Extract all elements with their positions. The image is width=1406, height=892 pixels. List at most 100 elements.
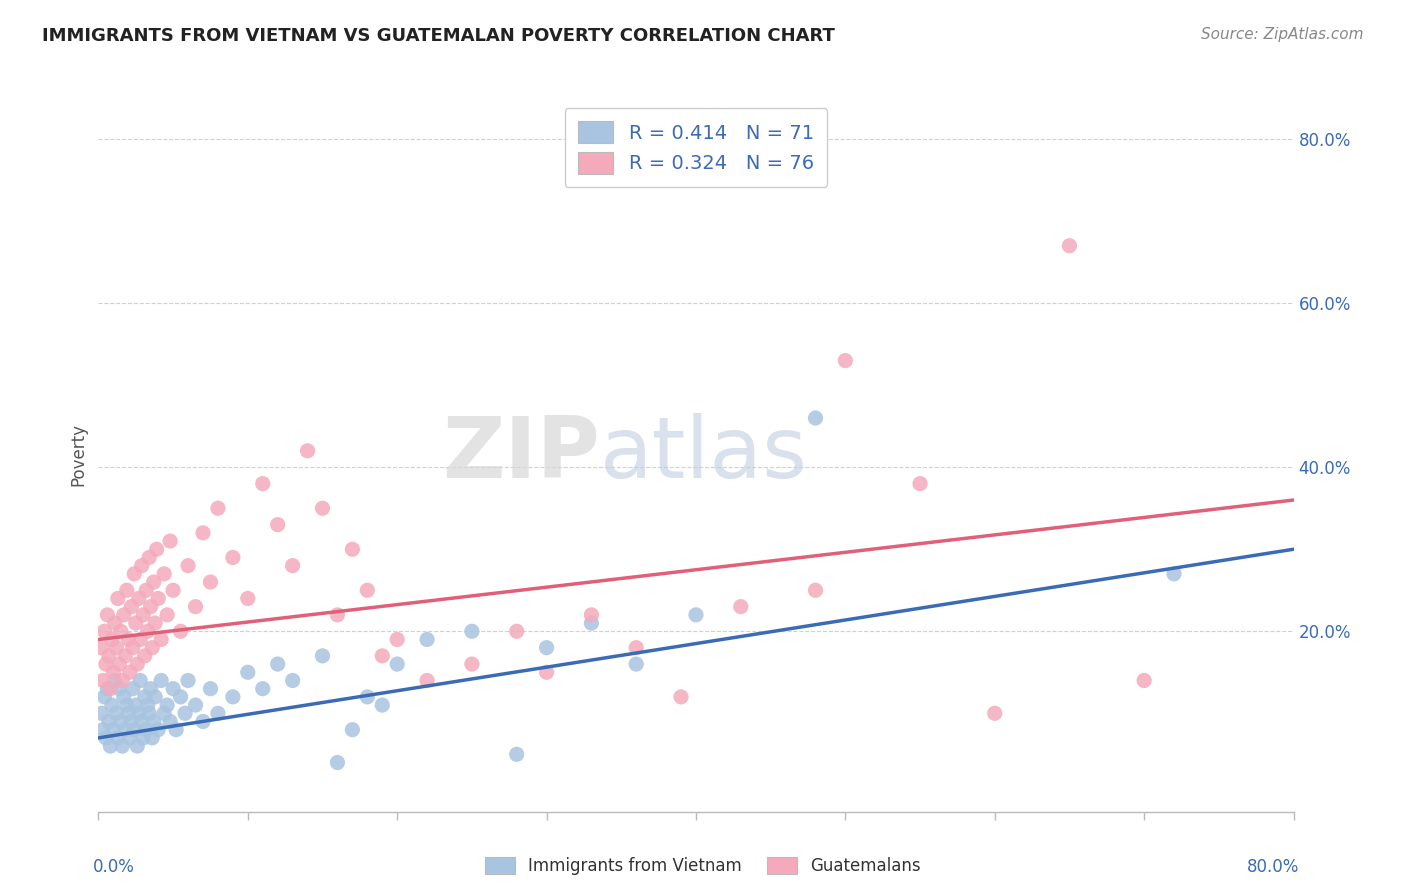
Point [342,723,364,737]
Text: IMMIGRANTS FROM VIETNAM VS GUATEMALAN POVERTY CORRELATION CHART: IMMIGRANTS FROM VIETNAM VS GUATEMALAN PO… [42,27,835,45]
Point [200,681,222,696]
Point [385,632,409,647]
Point [148,723,170,737]
Point [200,575,222,590]
Point [624,640,647,655]
Point [536,640,558,655]
Point [111,673,134,688]
Point [169,624,191,639]
Point [1133,673,1156,688]
Point [115,698,138,712]
Point [177,558,200,573]
Point [136,624,159,639]
Point [104,616,127,631]
Point [120,714,142,729]
Point [148,591,170,606]
Point [730,599,752,614]
Point [98,681,122,696]
Point [101,632,124,647]
Point [385,657,409,671]
Point [128,706,150,721]
Point [162,681,184,696]
Point [461,624,484,639]
Point [115,583,138,598]
Point [96,681,118,696]
Point [169,690,191,704]
Point [184,698,207,712]
Point [142,575,165,590]
Point [134,690,156,704]
Point [104,673,127,688]
Point [94,731,117,745]
Point [101,698,124,712]
Point [207,706,229,721]
Point [297,443,319,458]
Point [135,723,157,737]
Point [145,542,167,557]
Point [121,640,143,655]
Point [124,723,146,737]
Point [127,739,149,753]
Point [222,550,245,565]
Point [108,681,131,696]
Point [165,723,187,737]
Point [110,624,132,639]
Point [342,542,364,557]
Point [461,657,484,671]
Point [143,616,166,631]
Point [150,632,173,647]
Point [138,706,160,721]
Point [150,673,173,688]
Point [506,747,529,762]
Point [281,673,304,688]
Point [159,534,181,549]
Point [156,698,179,712]
Point [91,673,114,688]
Point [581,616,603,631]
Point [132,731,155,745]
Point [281,558,304,573]
Point [153,706,176,721]
Point [110,714,132,729]
Point [371,698,394,712]
Point [134,648,156,663]
Point [236,665,259,680]
Point [153,566,176,581]
Point [125,616,148,631]
Point [114,648,136,663]
Point [129,632,152,647]
Point [174,706,197,721]
Point [267,657,290,671]
Point [93,624,115,639]
Text: Source: ZipAtlas.com: Source: ZipAtlas.com [1201,27,1364,42]
Point [1163,566,1185,581]
Point [124,566,146,581]
Point [141,640,163,655]
Point [267,517,290,532]
Point [908,476,931,491]
Y-axis label: Poverty: Poverty [69,424,87,486]
Point [136,698,159,712]
Point [128,591,150,606]
Point [311,648,333,663]
Point [804,583,827,598]
Point [127,657,149,671]
Point [1059,239,1081,253]
Point [98,739,122,753]
Point [118,665,141,680]
Point [371,648,394,663]
Point [107,731,129,745]
Point [536,665,558,680]
Point [326,756,349,770]
Point [90,706,112,721]
Point [236,591,259,606]
Point [91,723,114,737]
Point [191,714,214,729]
Point [506,624,529,639]
Point [108,657,131,671]
Point [159,714,181,729]
Point [252,476,274,491]
Legend: R = 0.414   N = 71, R = 0.324   N = 76: R = 0.414 N = 71, R = 0.324 N = 76 [565,108,827,187]
Legend: Immigrants from Vietnam, Guatemalans: Immigrants from Vietnam, Guatemalans [478,850,928,882]
Point [118,731,141,745]
